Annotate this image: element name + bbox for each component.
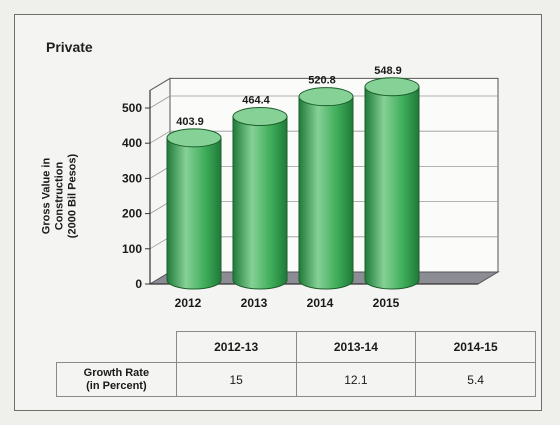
x-tick-label: 2013: [241, 296, 268, 310]
bar-2015: [364, 86, 420, 290]
x-tick-label: 2015: [373, 296, 400, 310]
growth-rate-table: 2012-13 2013-14 2014-15 Growth Rate (in …: [56, 331, 536, 397]
y-tick-label: 200: [122, 207, 142, 221]
y-tick-label: 500: [122, 101, 142, 115]
table-header-cell: 2012-13: [175, 331, 297, 363]
table-header-cell: 2013-14: [295, 331, 417, 363]
table-cell: 5.4: [415, 362, 536, 397]
bar-top-2015: [364, 77, 420, 97]
y-tick-label: 300: [122, 171, 142, 185]
table-corner-cell: [56, 331, 177, 363]
y-tick-label: 0: [135, 277, 142, 291]
bar-2013: [232, 116, 288, 290]
data-label: 520.8: [308, 75, 336, 87]
row-label-line: Growth Rate: [83, 366, 150, 379]
x-tick-label: 2014: [307, 296, 334, 310]
panel-title: Private: [46, 39, 93, 55]
row-label-line: (in Percent): [86, 379, 147, 392]
data-label: 548.9: [374, 65, 402, 77]
bar-chart: 0 100 200 300 400 500 403.9 2012 464.4 2013 520.8 2…: [122, 65, 500, 310]
gridline: [149, 130, 171, 144]
bar-top-2012: [166, 128, 222, 148]
x-tick-label: 2012: [175, 296, 202, 310]
table-row-label: Growth Rate (in Percent): [56, 362, 177, 397]
bar-2014: [298, 96, 354, 290]
data-label: 464.4: [242, 95, 270, 107]
table-header-cell: 2014-15: [415, 331, 536, 363]
table-cell: 12.1: [295, 362, 417, 397]
y-tick-label: 100: [122, 242, 142, 256]
data-label: 403.9: [176, 116, 204, 128]
bar-2012: [166, 137, 222, 290]
table-header-row: 2012-13 2013-14 2014-15: [56, 331, 536, 363]
bar-top-2013: [232, 107, 288, 127]
bar-top-2014: [298, 87, 354, 107]
table-row: Growth Rate (in Percent) 15 12.1 5.4: [56, 362, 536, 397]
y-tick-label: 400: [122, 136, 142, 150]
gridline: [149, 95, 171, 109]
table-cell: 15: [175, 362, 297, 397]
